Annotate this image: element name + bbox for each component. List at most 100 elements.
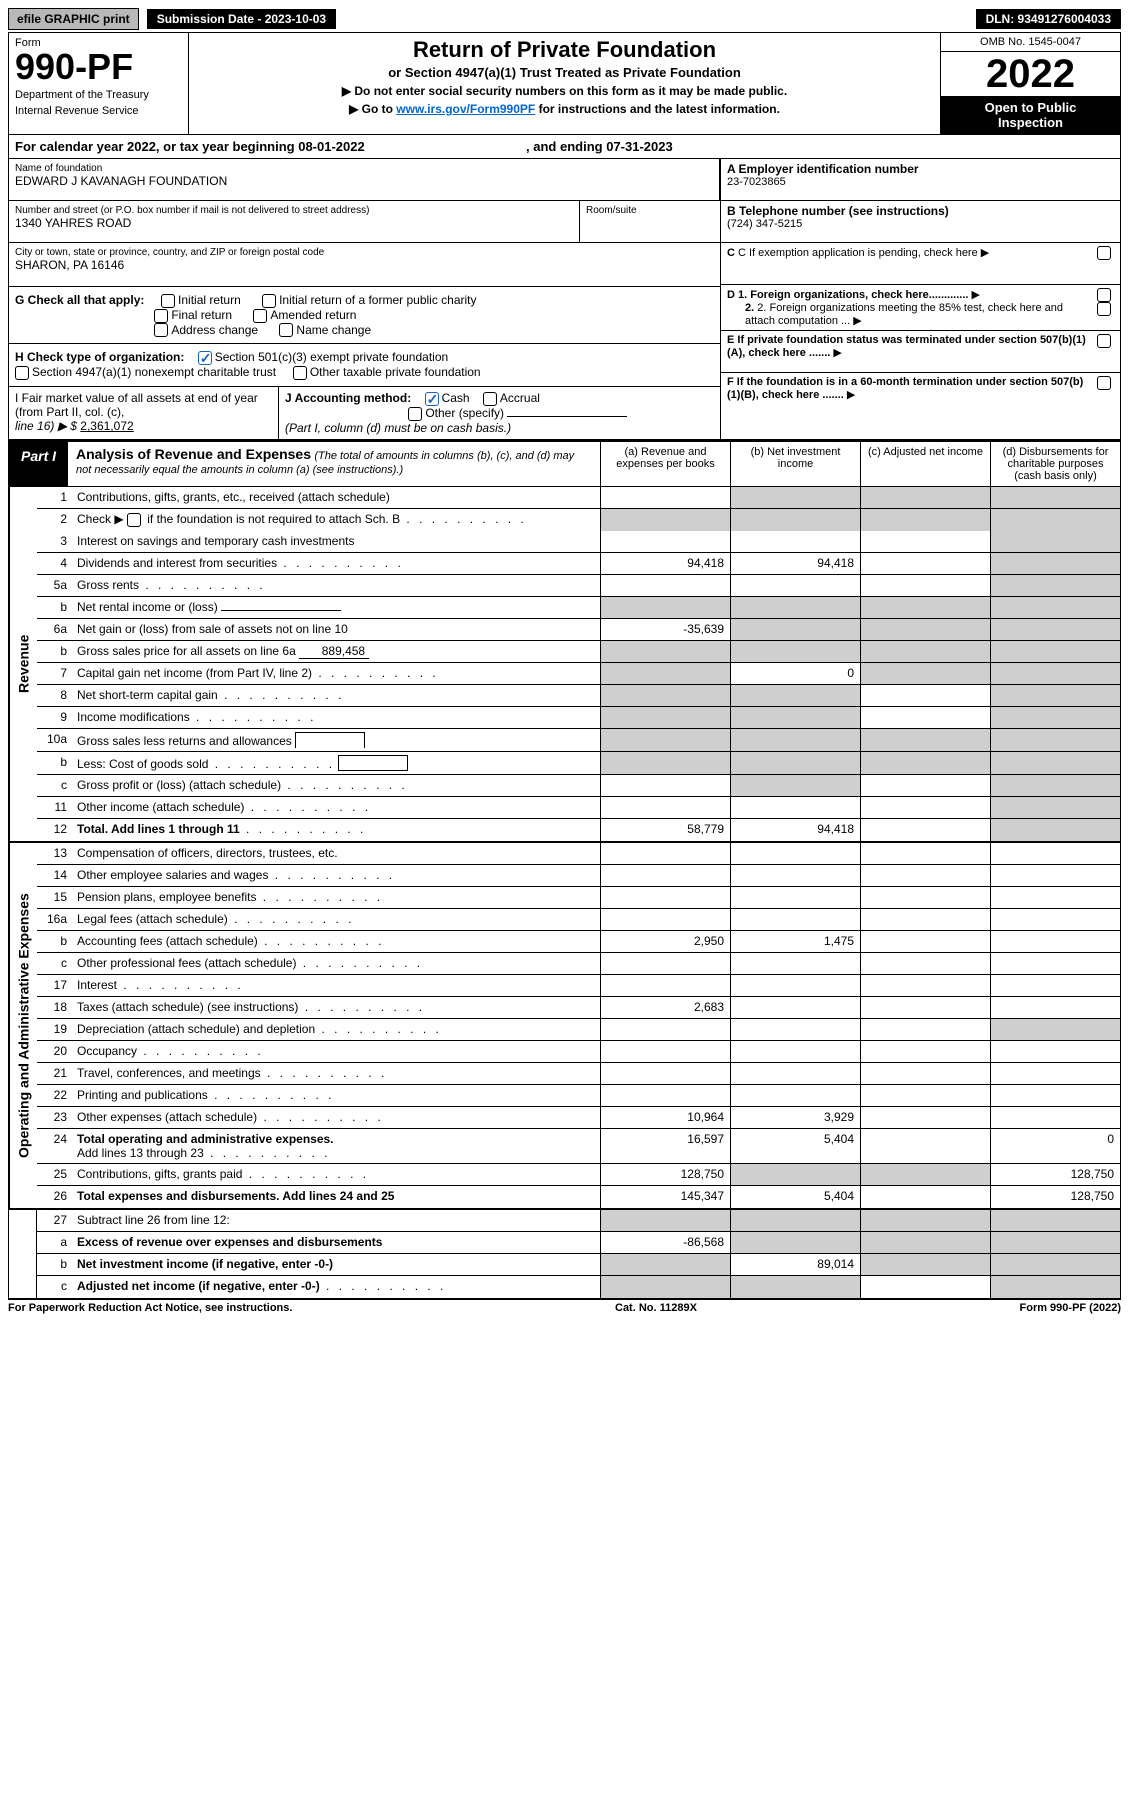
cash-label: Cash (442, 391, 470, 405)
irs-link[interactable]: www.irs.gov/Form990PF (396, 102, 535, 116)
row-num: 26 (37, 1186, 73, 1208)
room-label: Room/suite (586, 205, 714, 216)
calendar-year-ending: , and ending 07-31-2023 (365, 139, 834, 154)
row-num: b (37, 931, 73, 952)
amt-a: 94,418 (600, 553, 730, 574)
row-desc: Contributions, gifts, grants, etc., rece… (73, 487, 600, 508)
row-num: 20 (37, 1041, 73, 1062)
dept-irs: Internal Revenue Service (15, 105, 182, 117)
inline-amt: 889,458 (299, 644, 369, 659)
cash-checkbox[interactable] (425, 392, 439, 406)
name-change-checkbox[interactable] (279, 323, 293, 337)
row-desc: Occupancy (77, 1044, 137, 1058)
row-desc: Income modifications (77, 710, 190, 724)
row-desc: Printing and publications (77, 1088, 208, 1102)
col-d-header: (d) Disbursements for charitable purpose… (990, 442, 1120, 486)
501c3-checkbox[interactable] (198, 351, 212, 365)
amt-a: 16,597 (600, 1129, 730, 1163)
open-public-1: Open to Public (943, 100, 1118, 115)
row-num: 14 (37, 865, 73, 886)
h-label: H Check type of organization: (15, 350, 184, 364)
row-num: 2 (37, 509, 73, 531)
initial-former-checkbox[interactable] (262, 294, 276, 308)
amt-b: 1,475 (730, 931, 860, 952)
row-desc-pre: Check ▶ (77, 512, 127, 526)
row-desc: Gross rents (77, 578, 139, 592)
row-desc: Travel, conferences, and meetings (77, 1066, 261, 1080)
final-return-checkbox[interactable] (154, 309, 168, 323)
footer-mid: Cat. No. 11289X (615, 1302, 697, 1314)
row-desc: Other expenses (attach schedule) (77, 1110, 257, 1124)
form-number: 990-PF (15, 49, 182, 85)
address-change-label: Address change (171, 323, 258, 337)
col-c-header: (c) Adjusted net income (860, 442, 990, 486)
final-return-label: Final return (171, 308, 232, 322)
amt-a: 58,779 (600, 819, 730, 841)
amended-return-checkbox[interactable] (253, 309, 267, 323)
dept-treasury: Department of the Treasury (15, 89, 182, 101)
city-state-zip: SHARON, PA 16146 (15, 258, 714, 272)
amt-b: 5,404 (730, 1186, 860, 1208)
row-num: 6a (37, 619, 73, 640)
b-label: B Telephone number (see instructions) (727, 204, 1114, 218)
row-num: 9 (37, 707, 73, 728)
row-desc: Taxes (attach schedule) (see instruction… (77, 1000, 298, 1014)
amt-a: 2,683 (600, 997, 730, 1018)
row-desc: Subtract line 26 from line 12: (73, 1210, 600, 1231)
d2-checkbox[interactable] (1097, 302, 1111, 316)
a-label: A Employer identification number (727, 162, 1114, 176)
revenue-side-label: Revenue (9, 487, 37, 841)
address-change-checkbox[interactable] (154, 323, 168, 337)
schb-checkbox[interactable] (127, 513, 141, 527)
row-desc: Accounting fees (attach schedule) (77, 934, 258, 948)
row-num: 21 (37, 1063, 73, 1084)
row-num: 24 (37, 1129, 73, 1163)
row-desc: Dividends and interest from securities (77, 556, 277, 570)
row-num: 19 (37, 1019, 73, 1040)
efile-print-button[interactable]: efile GRAPHIC print (8, 8, 139, 30)
goto-post: for instructions and the latest informat… (535, 102, 780, 116)
e-label: E If private foundation status was termi… (727, 334, 1086, 359)
row-num: 13 (37, 843, 73, 864)
amt-d: 128,750 (990, 1164, 1120, 1185)
4947-checkbox[interactable] (15, 366, 29, 380)
i-label: I Fair market value of all assets at end… (15, 391, 258, 419)
row-desc: Gross profit or (loss) (attach schedule) (77, 778, 281, 792)
initial-return-checkbox[interactable] (161, 294, 175, 308)
submission-date: Submission Date - 2023-10-03 (147, 9, 336, 29)
other-method-checkbox[interactable] (408, 407, 422, 421)
501c3-label: Section 501(c)(3) exempt private foundat… (215, 350, 448, 364)
form-title: Return of Private Foundation (197, 37, 932, 63)
row-desc: Total. Add lines 1 through 11 (77, 822, 240, 836)
other-taxable-checkbox[interactable] (293, 366, 307, 380)
row-desc: Other professional fees (attach schedule… (77, 956, 296, 970)
j-note: (Part I, column (d) must be on cash basi… (285, 421, 511, 435)
other-taxable-label: Other taxable private foundation (310, 365, 481, 379)
f-label: F If the foundation is in a 60-month ter… (727, 376, 1083, 401)
i-line16: line 16) ▶ $ (15, 419, 77, 433)
tax-year: 2022 (941, 52, 1120, 96)
row-num: 17 (37, 975, 73, 996)
initial-return-label: Initial return (178, 293, 241, 307)
amt-a: 145,347 (600, 1186, 730, 1208)
dln-label: DLN: 93491276004033 (976, 9, 1121, 29)
row-num: 7 (37, 663, 73, 684)
part1-title: Analysis of Revenue and Expenses (76, 446, 311, 462)
e-checkbox[interactable] (1097, 334, 1111, 348)
amt-d: 128,750 (990, 1186, 1120, 1208)
j-label: J Accounting method: (285, 391, 411, 405)
foundation-name: EDWARD J KAVANAGH FOUNDATION (15, 174, 713, 188)
f-checkbox[interactable] (1097, 376, 1111, 390)
row-desc: Less: Cost of goods sold (77, 757, 208, 771)
row-num: b (37, 752, 73, 774)
row-desc: Depreciation (attach schedule) and deple… (77, 1022, 315, 1036)
d1-checkbox[interactable] (1097, 288, 1111, 302)
accrual-checkbox[interactable] (483, 392, 497, 406)
row-num: b (37, 597, 73, 618)
address-label: Number and street (or P.O. box number if… (15, 205, 573, 216)
ssn-warning: ▶ Do not enter social security numbers o… (197, 84, 932, 98)
row-num: 27 (37, 1210, 73, 1231)
c-checkbox[interactable] (1097, 246, 1111, 260)
row-num: a (37, 1232, 73, 1253)
open-public-2: Inspection (943, 115, 1118, 130)
